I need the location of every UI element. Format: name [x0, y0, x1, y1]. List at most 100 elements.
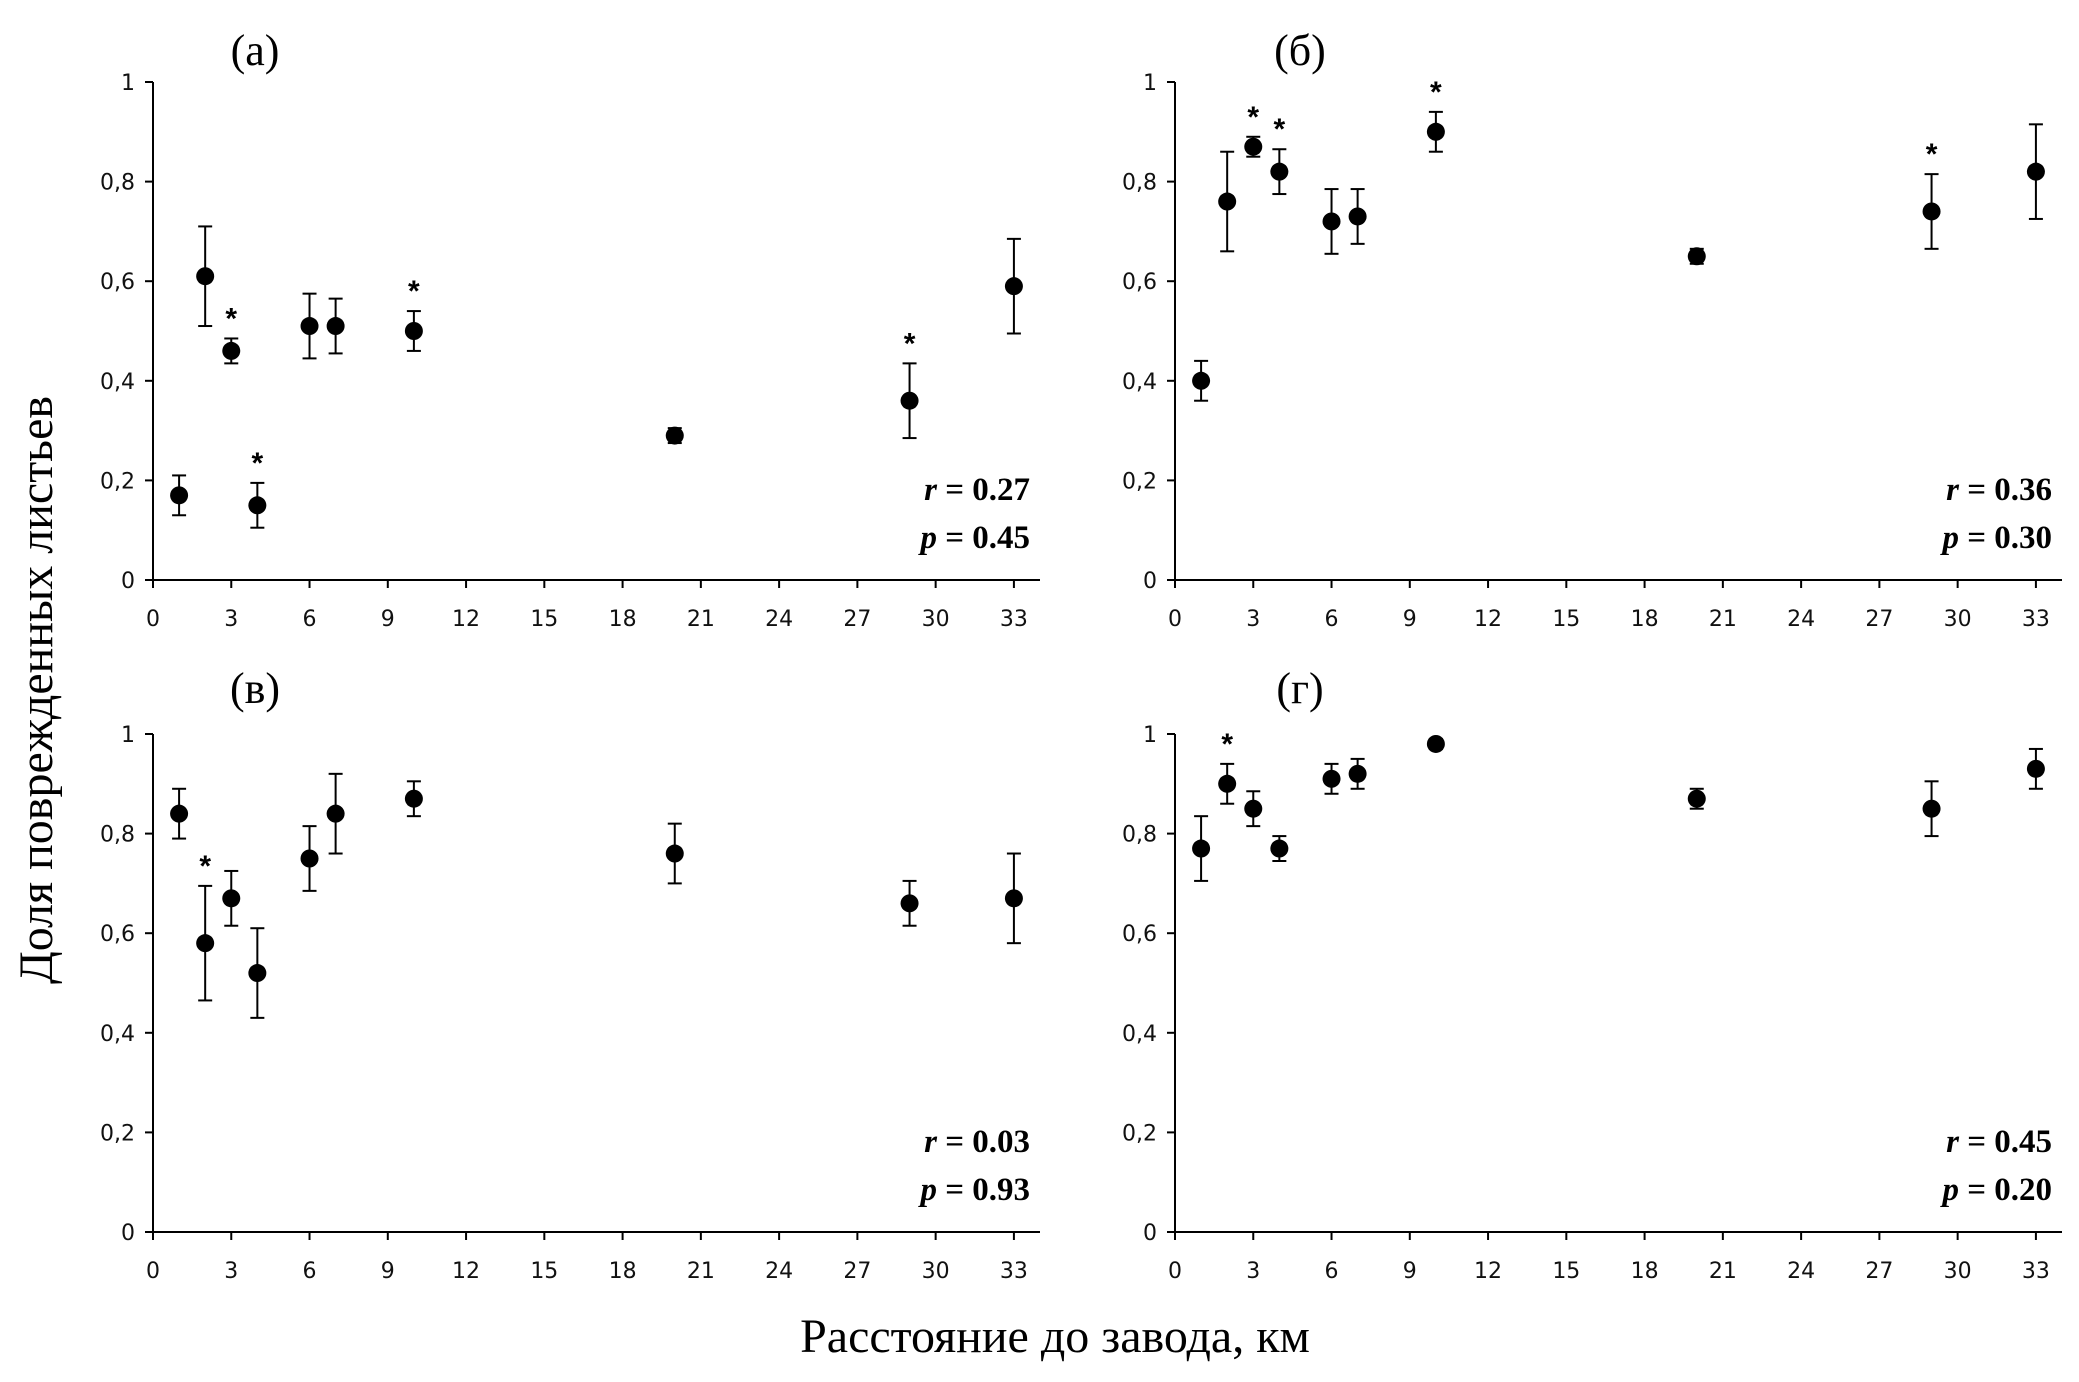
x-axis-title: Расстояние до завода, км [800, 1310, 1310, 1363]
data-point [900, 391, 919, 410]
data-point [326, 317, 345, 336]
r-value: = 0.45 [1959, 1124, 2052, 1160]
y-tick-label: 0 [121, 1221, 135, 1246]
r-label: r [1946, 472, 1960, 508]
x-tick-label: 0 [1168, 607, 1182, 632]
x-tick-label: 18 [609, 1259, 637, 1284]
x-tick-label: 18 [609, 607, 637, 632]
p-statistic: p = 0.45 [917, 520, 1030, 556]
significance-star: * [1430, 76, 1442, 109]
y-tick-label: 0,8 [100, 171, 135, 196]
significance-star: * [1926, 138, 1938, 171]
p-value: = 0.20 [1959, 1172, 2052, 1208]
r-statistic: r = 0.36 [1946, 472, 2052, 508]
x-tick-label: 15 [530, 607, 558, 632]
data-point [300, 317, 319, 336]
data-point [1004, 889, 1023, 908]
data-point [170, 804, 189, 823]
x-tick-label: 33 [2022, 607, 2050, 632]
y-tick-label: 1 [1143, 71, 1157, 96]
data-point [1426, 122, 1445, 141]
data-point [1348, 207, 1367, 226]
y-tick-label: 0,2 [100, 469, 135, 494]
x-tick-label: 3 [224, 607, 238, 632]
x-tick-label: 12 [452, 1259, 480, 1284]
data-point [222, 889, 241, 908]
x-tick-label: 6 [303, 1259, 317, 1284]
data-point [1687, 789, 1706, 808]
data-point [404, 789, 423, 808]
panel-label: (в) [230, 664, 280, 713]
r-statistic: r = 0.27 [924, 472, 1030, 508]
data-point [248, 964, 267, 983]
p-value: = 0.45 [937, 520, 1030, 556]
p-label: p [1939, 520, 1959, 556]
x-tick-label: 18 [1631, 1259, 1659, 1284]
r-statistic: r = 0.03 [924, 1124, 1030, 1160]
data-point [326, 804, 345, 823]
x-tick-label: 6 [1325, 607, 1339, 632]
x-tick-label: 3 [224, 1259, 238, 1284]
x-tick-label: 9 [381, 1259, 395, 1284]
x-tick-label: 12 [1474, 607, 1502, 632]
x-tick-label: 30 [922, 607, 950, 632]
data-point [248, 496, 267, 515]
data-point [665, 844, 684, 863]
data-point [1322, 769, 1341, 788]
x-tick-label: 9 [1403, 1259, 1417, 1284]
y-tick-label: 0,4 [100, 370, 135, 395]
p-value: = 0.30 [1959, 520, 2052, 556]
panel-label: (а) [231, 26, 280, 75]
x-tick-label: 12 [452, 607, 480, 632]
data-point [1270, 839, 1289, 858]
x-tick-label: 21 [687, 607, 715, 632]
significance-star: * [199, 850, 211, 883]
x-tick-label: 0 [1168, 1259, 1182, 1284]
data-point [1004, 277, 1023, 296]
x-tick-label: 30 [922, 1259, 950, 1284]
y-tick-label: 0 [1143, 1221, 1157, 1246]
data-point [1922, 202, 1941, 221]
y-tick-label: 0,6 [1122, 270, 1157, 295]
data-point [665, 426, 684, 445]
x-tick-label: 21 [1709, 607, 1737, 632]
x-tick-label: 0 [146, 1259, 160, 1284]
y-tick-label: 0,4 [1122, 370, 1157, 395]
x-tick-label: 33 [1000, 1259, 1028, 1284]
r-statistic: r = 0.45 [1946, 1124, 2052, 1160]
y-tick-label: 0,2 [1122, 469, 1157, 494]
r-value: = 0.27 [937, 472, 1030, 508]
y-axis-title: Доля поврежденных листьев [10, 396, 63, 984]
x-tick-label: 24 [765, 1259, 793, 1284]
significance-star: * [1274, 113, 1286, 146]
y-tick-label: 0,2 [100, 1121, 135, 1146]
x-tick-label: 27 [843, 607, 871, 632]
x-tick-label: 21 [687, 1259, 715, 1284]
x-tick-label: 30 [1944, 1259, 1972, 1284]
significance-star: * [904, 327, 916, 360]
x-tick-label: 9 [1403, 607, 1417, 632]
data-point [1687, 247, 1706, 266]
data-point [2026, 162, 2045, 181]
chart-panel-4: (г) 0 0,2 0,4 0,6 0,8 1 0 3 6 9 12 15 18 21 24 27 30 33 * r … [1122, 664, 2062, 1284]
data-point [1426, 734, 1445, 753]
chart-panel-1: (а) 0 0,2 0,4 0,6 0,8 1 0 3 6 9 12 15 18 21 24 27 30 33 * * *… [100, 26, 1040, 632]
data-point [1348, 764, 1367, 783]
y-tick-label: 0,6 [1122, 922, 1157, 947]
y-tick-label: 0,8 [100, 823, 135, 848]
data-point [1192, 839, 1211, 858]
x-tick-label: 3 [1246, 1259, 1260, 1284]
x-tick-label: 21 [1709, 1259, 1737, 1284]
significance-star: * [252, 447, 264, 480]
x-tick-label: 3 [1246, 607, 1260, 632]
y-tick-label: 0 [121, 569, 135, 594]
data-point [1322, 212, 1341, 231]
y-tick-label: 0,4 [1122, 1022, 1157, 1047]
data-point [900, 894, 919, 913]
data-point [300, 849, 319, 868]
x-tick-label: 12 [1474, 1259, 1502, 1284]
data-point [1218, 192, 1237, 211]
x-tick-label: 24 [1787, 1259, 1815, 1284]
p-label: p [1939, 1172, 1959, 1208]
data-point [1270, 162, 1289, 181]
